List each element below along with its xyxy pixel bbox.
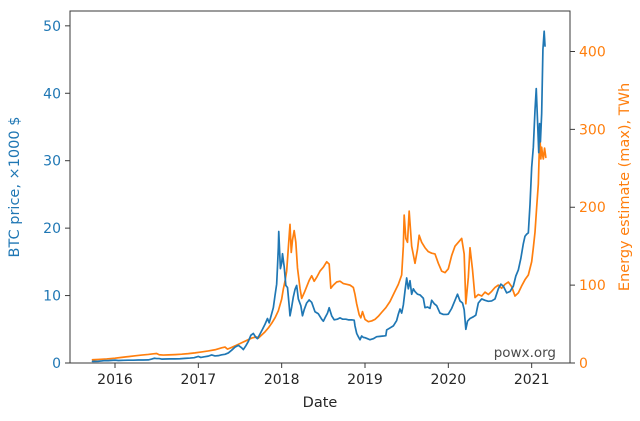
x-tick-label: 2018: [264, 372, 300, 388]
y-left-tick-label: 30: [43, 154, 61, 170]
y-left-tick-label: 0: [52, 356, 61, 372]
btc-price-line: [91, 30, 546, 363]
y-left-tick-label: 40: [43, 86, 61, 102]
plot-area: 2016 2017 2018 2019 2020 2021 0 10 20 30 40 50 0 100 2…: [43, 10, 606, 388]
y-right-tick-label: 0: [579, 356, 588, 372]
energy-estimate-line: [91, 136, 547, 361]
x-axis-label: Date: [303, 395, 338, 411]
y-right-tick-label: 200: [579, 200, 606, 216]
y-axis-label-left: BTC price, ×1000 $: [7, 117, 23, 258]
y-right-tick-label: 100: [579, 278, 606, 294]
y-right-tick-label: 400: [579, 44, 606, 60]
x-tick-label: 2016: [97, 372, 133, 388]
y-left-tick-label: 10: [43, 289, 61, 305]
x-tick-label: 2021: [514, 372, 550, 388]
y-left-tick-label: 20: [43, 221, 61, 237]
x-tick-label: 2017: [181, 372, 217, 388]
y-left-tick-label: 50: [43, 19, 61, 35]
axes-spines: [69, 10, 571, 364]
y-right-tick-label: 300: [579, 122, 606, 138]
y-axis-label-right: Energy estimate (max), TWh: [617, 83, 633, 291]
watermark-text: powx.org: [494, 345, 556, 361]
x-tick-label: 2020: [431, 372, 467, 388]
x-tick-label: 2019: [347, 372, 383, 388]
